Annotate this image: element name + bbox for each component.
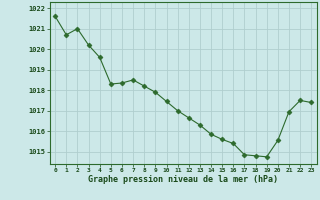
X-axis label: Graphe pression niveau de la mer (hPa): Graphe pression niveau de la mer (hPa): [88, 175, 278, 184]
